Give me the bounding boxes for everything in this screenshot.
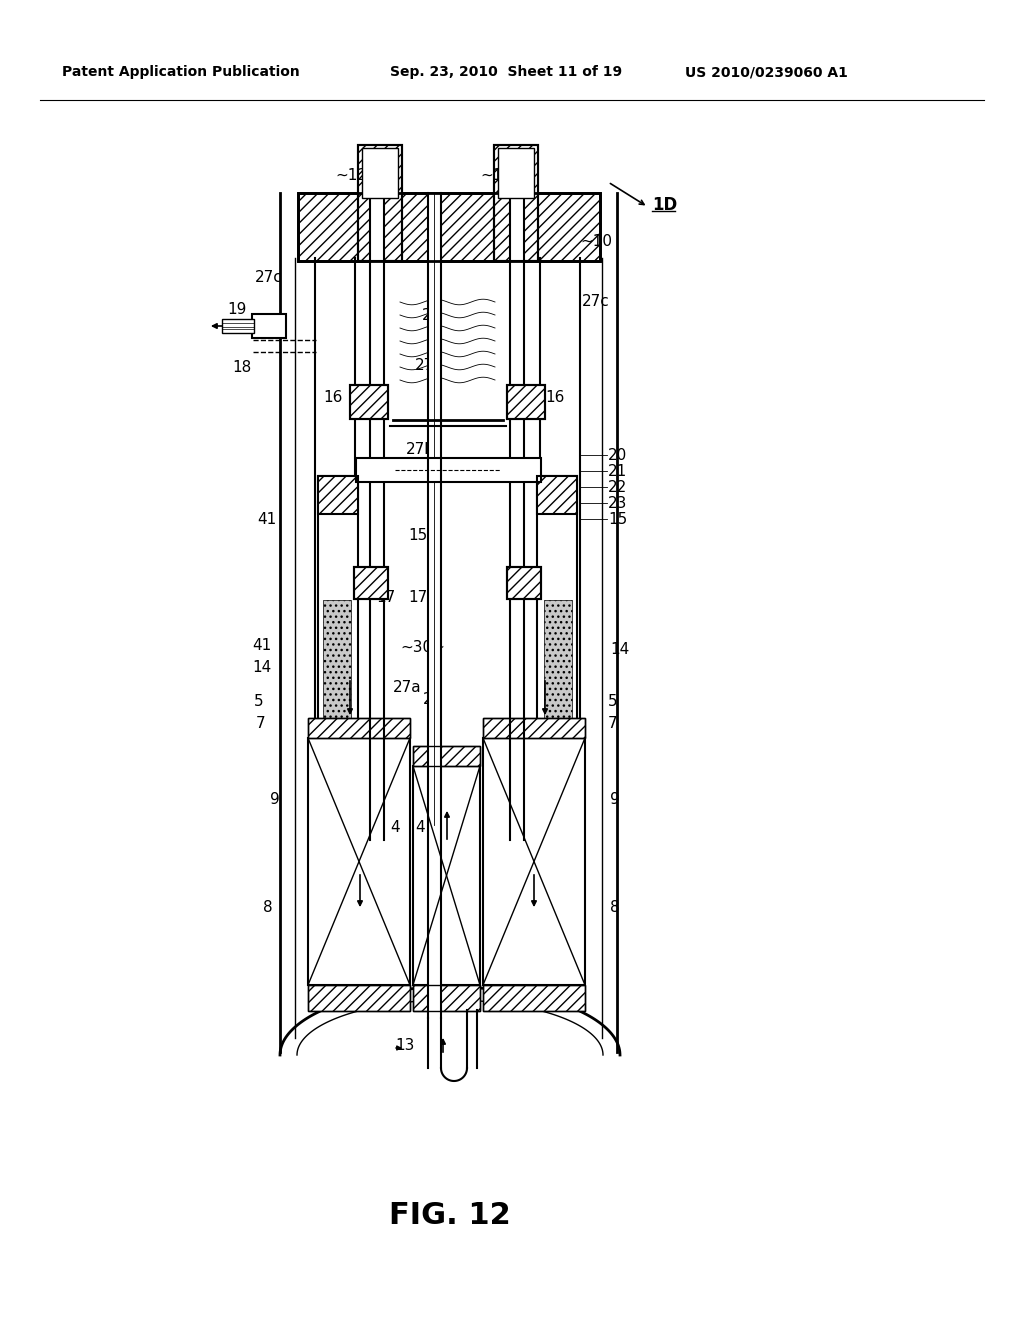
Text: 9: 9	[270, 792, 280, 808]
Text: US 2010/0239060 A1: US 2010/0239060 A1	[685, 65, 848, 79]
Bar	[298, 193, 600, 261]
Text: 11: 11	[375, 466, 394, 482]
Bar	[429, 193, 441, 1018]
Text: FIG. 12: FIG. 12	[389, 1200, 511, 1229]
Bar	[498, 148, 534, 198]
Bar	[308, 718, 410, 738]
Bar	[308, 985, 410, 1011]
Bar	[483, 985, 585, 1011]
Bar	[494, 145, 538, 261]
Text: 27a: 27a	[393, 680, 422, 694]
Bar	[498, 148, 534, 198]
Text: 8: 8	[263, 900, 272, 916]
Text: 41: 41	[252, 638, 271, 652]
Bar	[507, 568, 541, 599]
Text: 7: 7	[256, 717, 265, 731]
Bar	[354, 568, 388, 599]
Text: ~30~: ~30~	[400, 640, 444, 656]
Bar	[371, 193, 383, 840]
Text: 5: 5	[608, 694, 617, 710]
Text: 7: 7	[608, 717, 617, 731]
Bar	[358, 145, 402, 261]
Bar	[362, 148, 398, 198]
Text: 16: 16	[323, 391, 342, 405]
Bar	[413, 766, 480, 985]
Bar	[308, 718, 410, 738]
Bar	[354, 568, 388, 599]
Text: 16: 16	[545, 391, 564, 405]
Text: 17: 17	[408, 590, 427, 606]
Bar	[483, 738, 585, 985]
Text: 2: 2	[423, 693, 432, 708]
Text: 20: 20	[608, 447, 628, 462]
Text: 27: 27	[415, 358, 434, 372]
Text: 4: 4	[390, 821, 399, 836]
Bar	[318, 477, 358, 762]
Bar	[252, 314, 286, 338]
Text: 14: 14	[610, 643, 630, 657]
Bar	[537, 477, 577, 513]
Bar	[507, 385, 545, 418]
Text: Patent Application Publication: Patent Application Publication	[62, 65, 300, 79]
Bar	[222, 319, 254, 333]
Text: 4: 4	[415, 821, 425, 836]
Bar	[483, 718, 585, 738]
Bar	[507, 385, 545, 418]
Bar	[413, 985, 480, 1011]
Text: 13: 13	[395, 1038, 415, 1052]
Bar	[308, 985, 410, 1011]
Text: 14: 14	[252, 660, 271, 676]
Text: ~12: ~12	[480, 168, 512, 182]
Text: 15: 15	[408, 528, 427, 543]
Text: ~10: ~10	[580, 235, 612, 249]
Text: 21: 21	[608, 463, 628, 479]
Bar	[350, 385, 388, 418]
Bar	[537, 477, 577, 513]
Text: 22: 22	[608, 479, 628, 495]
Bar	[318, 477, 358, 513]
Text: ~12: ~12	[335, 168, 367, 182]
Text: 27c: 27c	[582, 294, 609, 309]
Text: 5: 5	[254, 694, 263, 710]
Text: 41: 41	[257, 512, 276, 528]
Bar	[350, 385, 388, 418]
Bar	[544, 601, 572, 725]
Bar	[511, 193, 523, 840]
Bar	[323, 601, 351, 725]
Bar	[356, 458, 541, 482]
Bar	[483, 718, 585, 738]
Bar	[483, 985, 585, 1011]
Bar	[494, 145, 538, 261]
Text: 19: 19	[227, 301, 247, 317]
Text: 8: 8	[610, 900, 620, 916]
Text: 23: 23	[608, 495, 628, 511]
Text: 9: 9	[610, 792, 620, 808]
Bar	[413, 746, 480, 766]
Bar	[362, 148, 398, 198]
Bar	[318, 477, 358, 513]
Bar	[308, 738, 410, 985]
Text: 27b: 27b	[406, 442, 435, 458]
Text: 28: 28	[422, 308, 441, 322]
Bar	[507, 568, 541, 599]
Bar	[298, 193, 600, 261]
Text: 17: 17	[376, 590, 395, 606]
Bar	[413, 746, 480, 766]
Text: 27c: 27c	[255, 271, 283, 285]
Text: Sep. 23, 2010  Sheet 11 of 19: Sep. 23, 2010 Sheet 11 of 19	[390, 65, 623, 79]
Bar	[413, 985, 480, 1011]
Bar	[358, 145, 402, 261]
Text: 15: 15	[608, 511, 628, 527]
Text: 1D: 1D	[652, 195, 677, 214]
Bar	[537, 477, 577, 762]
Text: 18: 18	[232, 360, 251, 375]
Text: 11: 11	[397, 466, 416, 482]
